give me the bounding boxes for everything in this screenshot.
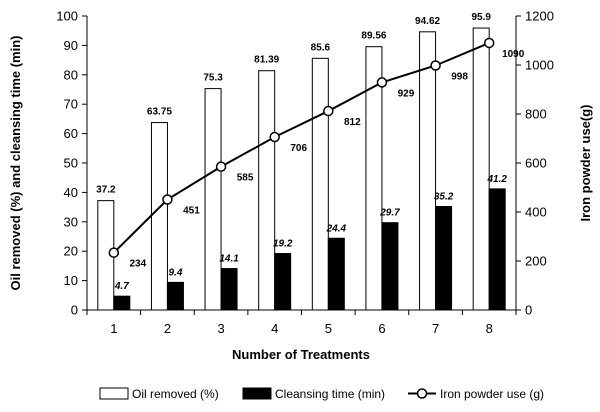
data-label-cleansing-time: 24.4	[326, 223, 347, 234]
y-right-tick-label: 600	[525, 156, 547, 171]
legend-swatch-oil-removed	[99, 387, 129, 400]
y-axis-left-title: Oil removed (%) and cleansing time (min)	[8, 36, 23, 291]
bar-cleansing-time	[488, 188, 506, 311]
legend-swatch-cleansing-time	[242, 387, 272, 400]
legend-label-iron-powder: Iron powder use (g)	[440, 387, 544, 401]
data-label-oil-removed: 37.2	[96, 185, 116, 196]
y-left-tick-label: 0	[71, 303, 78, 318]
y-left-tick-label: 70	[64, 97, 78, 112]
data-label-iron-powder: 706	[290, 143, 307, 154]
data-label-cleansing-time: 9.4	[168, 267, 182, 278]
point-iron-powder	[215, 161, 227, 172]
data-label-oil-removed: 94.62	[415, 16, 440, 27]
y-left-tick-label: 50	[64, 156, 78, 171]
line-iron-powder	[113, 42, 490, 254]
y-left-tick-label: 80	[64, 67, 78, 82]
data-label-iron-powder: 1090	[502, 49, 525, 60]
data-label-iron-powder: 234	[129, 259, 146, 270]
x-tick-label: 3	[217, 321, 224, 336]
bar-cleansing-time	[166, 281, 184, 311]
x-tick-label: 4	[271, 321, 278, 336]
bar-cleansing-time	[381, 222, 399, 311]
data-label-iron-powder: 998	[451, 71, 468, 82]
bar-cleansing-time	[274, 253, 292, 311]
bar-cleansing-time	[435, 206, 453, 311]
y-right-tick-label: 800	[525, 107, 547, 122]
plot-area: 0102030405060708090100020040060080010001…	[56, 9, 554, 337]
bar-cleansing-time	[327, 237, 345, 311]
point-iron-powder	[483, 37, 495, 49]
point-iron-powder	[376, 77, 388, 88]
x-tick-label: 1	[110, 321, 117, 336]
data-label-cleansing-time: 14.1	[219, 254, 239, 265]
data-label-cleansing-time: 29.7	[379, 208, 400, 219]
data-label-oil-removed: 85.6	[311, 42, 331, 53]
point-iron-powder	[323, 105, 334, 117]
bar-oil-removed	[365, 46, 383, 311]
data-label-oil-removed: 89.56	[361, 31, 386, 42]
y-right-tick-label: 200	[525, 254, 547, 269]
data-label-cleansing-time: 19.2	[273, 239, 293, 250]
bar-oil-removed	[419, 31, 437, 311]
bar-cleansing-time	[220, 268, 238, 311]
y-left-tick-label: 40	[64, 185, 78, 200]
bar-oil-removed	[258, 70, 276, 311]
x-tick-label: 8	[486, 321, 493, 336]
bar-cleansing-time	[113, 295, 131, 311]
y-right-tick-label: 1200	[525, 9, 554, 24]
y-left-tick-label: 10	[64, 273, 78, 288]
data-label-iron-powder: 585	[237, 173, 254, 184]
data-label-oil-removed: 75.3	[203, 73, 223, 84]
y-left-tick-label: 30	[64, 214, 78, 229]
legend-label-oil-removed: Oil removed (%)	[132, 387, 219, 401]
point-iron-powder	[430, 60, 441, 71]
data-label-oil-removed: 81.39	[254, 55, 279, 66]
y-right-tick-label: 1000	[525, 58, 554, 73]
data-label-iron-powder: 812	[344, 117, 361, 128]
y-left-tick-label: 90	[64, 38, 78, 53]
bar-oil-removed	[204, 88, 222, 311]
x-tick-label: 6	[378, 321, 385, 336]
y-left-tick-label: 20	[64, 244, 78, 259]
point-iron-powder	[269, 131, 280, 143]
data-label-cleansing-time: 41.2	[486, 174, 507, 185]
legend-marker-iron-powder	[416, 388, 428, 399]
x-tick-label: 5	[325, 321, 332, 336]
data-label-oil-removed: 95.9	[471, 12, 491, 23]
x-tick-label: 7	[432, 321, 439, 336]
bar-oil-removed	[150, 122, 168, 311]
legend: Oil removed (%) Cleansing time (min) Iron …	[99, 387, 544, 401]
x-tick-label: 2	[164, 321, 171, 336]
y-right-tick-label: 400	[525, 205, 547, 220]
point-iron-powder	[162, 194, 173, 205]
bar-oil-removed	[472, 27, 490, 311]
y-axis-right-title: Iron powder use(g)	[578, 105, 593, 222]
y-right-tick-label: 0	[525, 303, 532, 318]
data-label-cleansing-time: 4.7	[114, 281, 129, 292]
data-label-oil-removed: 63.75	[147, 107, 172, 118]
data-label-iron-powder: 929	[398, 88, 415, 99]
y-left-tick-label: 100	[56, 9, 78, 24]
data-label-iron-powder: 451	[183, 206, 200, 217]
legend-label-cleansing-time: Cleansing time (min)	[275, 387, 385, 401]
y-left-tick-label: 60	[64, 126, 78, 141]
point-iron-powder	[108, 247, 120, 258]
x-axis-title: Number of Treatments	[232, 347, 370, 362]
bar-oil-removed	[311, 57, 329, 311]
data-label-cleansing-time: 35.2	[434, 192, 454, 203]
